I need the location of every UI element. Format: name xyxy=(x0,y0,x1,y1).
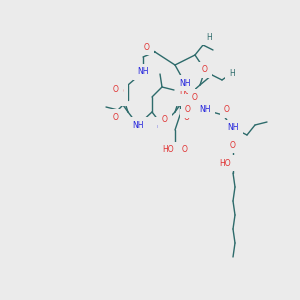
Text: O: O xyxy=(113,85,119,94)
Text: HO: HO xyxy=(219,158,231,167)
Text: NH: NH xyxy=(137,68,149,76)
Text: HO: HO xyxy=(179,88,191,97)
Text: HO: HO xyxy=(162,146,174,154)
Text: O: O xyxy=(113,112,119,122)
Text: NH: NH xyxy=(156,121,168,130)
Text: O: O xyxy=(192,92,198,101)
Text: NH: NH xyxy=(179,79,191,88)
Text: O: O xyxy=(162,116,168,124)
Text: HO: HO xyxy=(112,88,124,97)
Text: NH: NH xyxy=(179,94,191,103)
Text: O: O xyxy=(202,65,208,74)
Text: O: O xyxy=(182,146,188,154)
Text: H: H xyxy=(206,32,212,41)
Text: O: O xyxy=(224,106,230,115)
Text: O: O xyxy=(230,140,236,149)
Text: NH: NH xyxy=(132,121,144,130)
Text: O: O xyxy=(184,112,190,122)
Text: H: H xyxy=(229,68,235,77)
Text: NH: NH xyxy=(112,94,124,103)
Text: NH: NH xyxy=(227,124,239,133)
Text: O: O xyxy=(161,112,167,122)
Text: NH: NH xyxy=(199,106,211,115)
Text: O: O xyxy=(185,106,191,115)
Text: O: O xyxy=(144,43,150,52)
